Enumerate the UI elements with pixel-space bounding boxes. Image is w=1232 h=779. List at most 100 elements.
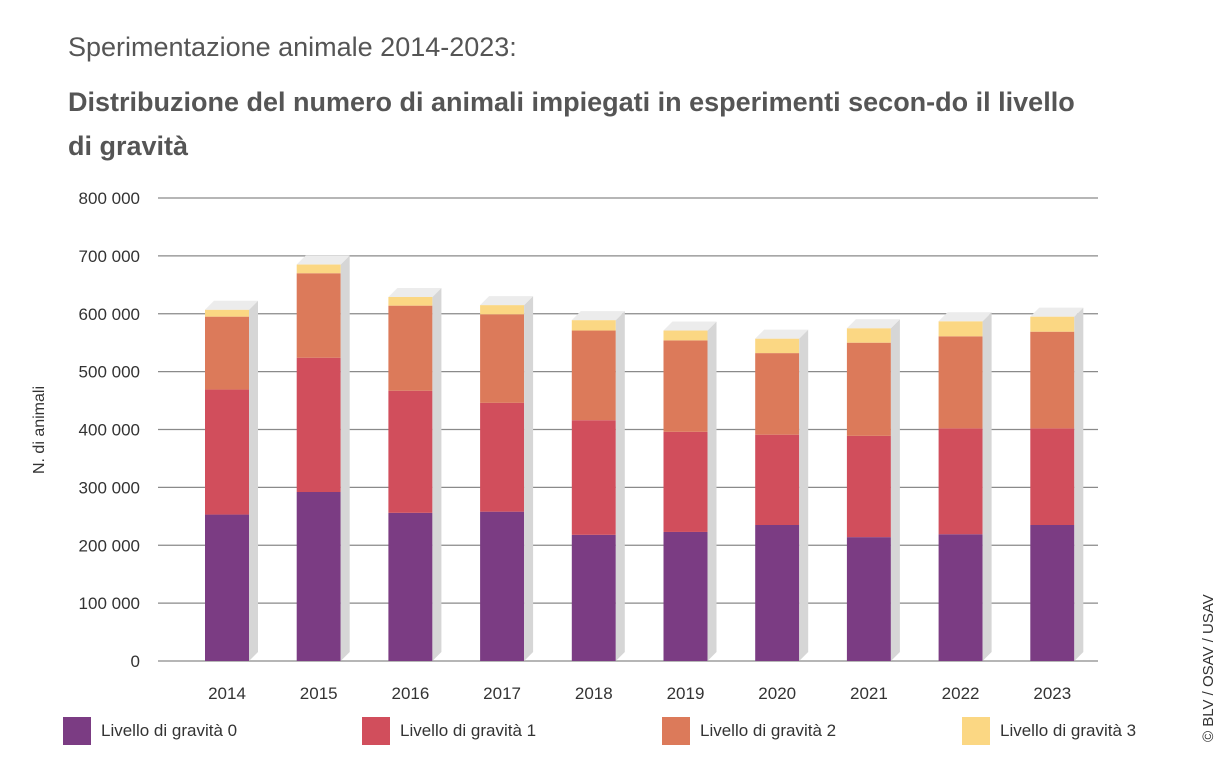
x-axis-ticks: 2014 2015 2016 2017 2018 2019 2020 2021 2022 2023 (208, 684, 1071, 703)
bar-segment-level0 (846, 537, 891, 661)
bar-segment-level1 (938, 428, 983, 535)
bar-segment-level0 (388, 512, 433, 661)
bar-top-face (846, 319, 900, 329)
bar-segment-level2 (296, 273, 341, 358)
y-tick-label: 500 000 (79, 363, 140, 382)
bar-stack-2023 (1030, 307, 1084, 661)
y-tick-label: 200 000 (79, 536, 140, 555)
bar-segment-level3 (571, 320, 616, 331)
chart-title: Sperimentazione animale 2014-2023: (68, 32, 517, 62)
bar-segment-level3 (846, 328, 891, 343)
bar-segment-level1 (388, 390, 433, 513)
x-tick-label: 2022 (942, 684, 980, 703)
bar-segment-level3 (296, 264, 341, 274)
legend-label: Livello di gravità 1 (400, 721, 537, 740)
legend-swatch-level0 (63, 717, 91, 745)
bar-stack-2015 (296, 255, 350, 661)
bar-segment-level0 (755, 524, 800, 661)
bar-side-face (249, 300, 258, 661)
bar-segment-level0 (480, 511, 525, 661)
bar-segment-level2 (663, 340, 708, 432)
x-tick-label: 2021 (850, 684, 888, 703)
bar-segment-level3 (663, 330, 708, 341)
legend-swatch-level2 (662, 717, 690, 745)
y-tick-label: 700 000 (79, 247, 140, 266)
bar-segment-level0 (1030, 524, 1075, 661)
bar-segment-level1 (205, 389, 249, 515)
legend-swatch-level3 (962, 717, 990, 745)
bar-top-face (388, 287, 442, 297)
bar-segment-level3 (388, 296, 433, 306)
bar-segment-level3 (205, 309, 249, 317)
legend-item-level3: Livello di gravità 3 (962, 717, 1136, 745)
bar-stack-2019 (663, 321, 717, 661)
x-tick-label: 2017 (483, 684, 521, 703)
bar-side-face (432, 287, 442, 661)
x-tick-label: 2016 (391, 684, 429, 703)
y-axis-label: N. di animali (31, 386, 48, 474)
bar-segment-level0 (205, 514, 249, 661)
bar-segment-level3 (1030, 316, 1075, 332)
bar-segment-level2 (205, 316, 249, 390)
y-tick-label: 100 000 (79, 594, 140, 613)
bar-side-face (1074, 307, 1084, 661)
bar-stack-2016 (388, 287, 442, 661)
legend-item-level1: Livello di gravità 1 (362, 717, 536, 745)
y-tick-label: 0 (131, 652, 140, 671)
bar-stack-2017 (480, 296, 534, 661)
y-tick-label: 800 000 (79, 189, 140, 208)
bar-segment-level1 (755, 434, 800, 525)
x-tick-label: 2015 (300, 684, 338, 703)
y-axis-ticks: 0 100 000 200 000 300 000 400 000 500 000 600 … (79, 189, 140, 671)
bar-side-face (615, 311, 625, 661)
bar-segment-level3 (938, 321, 983, 337)
legend-item-level2: Livello di gravità 2 (662, 717, 836, 745)
bar-segment-level2 (938, 336, 983, 429)
bar-top-face (480, 296, 534, 306)
bar-segment-level3 (480, 305, 525, 315)
bar-segment-level2 (571, 330, 616, 421)
y-tick-label: 300 000 (79, 478, 140, 497)
bar-segment-level2 (388, 305, 433, 391)
legend-label: Livello di gravità 2 (700, 721, 837, 740)
bar-top-face (938, 312, 992, 322)
bar-top-face (296, 255, 350, 265)
bar-segment-level2 (1030, 331, 1075, 429)
bar-segment-level1 (480, 402, 525, 512)
bar-top-face (663, 321, 717, 331)
bar-side-face (340, 255, 350, 661)
x-tick-label: 2023 (1033, 684, 1071, 703)
bar-stack-2018 (571, 311, 625, 661)
x-tick-label: 2014 (208, 684, 246, 703)
bar-segment-level3 (755, 338, 800, 354)
bar-stack-2022 (938, 312, 992, 661)
legend-label: Livello di gravità 3 (1000, 721, 1137, 740)
bar-side-face (524, 296, 534, 661)
chart-subtitle: Distribuzione del numero di animali impi… (68, 87, 1075, 161)
copyright-credit: © BLV / OSAV / USAV (1200, 594, 1217, 742)
bar-segment-level1 (571, 420, 616, 535)
bar-segment-level1 (846, 435, 891, 538)
bar-side-face (799, 329, 809, 661)
bar-segment-level1 (296, 357, 341, 493)
x-tick-label: 2019 (667, 684, 705, 703)
bar-top-face (1030, 307, 1084, 317)
bar-stack-2021 (846, 319, 900, 661)
bar-segment-level0 (296, 492, 341, 661)
legend-item-level0: Livello di gravità 0 (63, 717, 237, 745)
bar-segment-level1 (1030, 428, 1075, 525)
bar-side-face (890, 319, 900, 661)
bar-stack-2020 (755, 329, 809, 661)
bar-segment-level0 (663, 531, 708, 661)
legend-swatch-level1 (362, 717, 390, 745)
bar-segment-level0 (571, 534, 616, 661)
bars (205, 255, 1084, 661)
bar-segment-level0 (938, 534, 983, 661)
y-tick-label: 400 000 (79, 421, 140, 440)
bar-side-face (982, 312, 992, 661)
bar-segment-level2 (480, 314, 525, 403)
legend-label: Livello di gravità 0 (101, 721, 238, 740)
bar-segment-level2 (846, 342, 891, 436)
bar-segment-level2 (755, 353, 800, 435)
